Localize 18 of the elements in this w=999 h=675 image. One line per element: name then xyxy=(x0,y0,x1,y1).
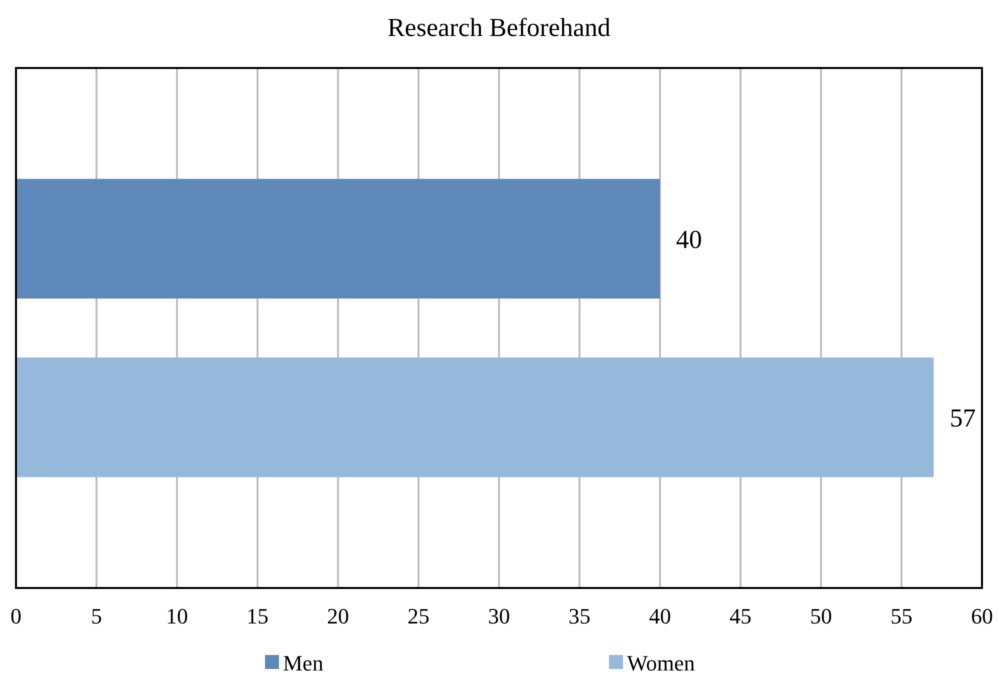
chart-title: Research Beforehand xyxy=(387,13,611,42)
x-tick-label: 25 xyxy=(408,604,430,629)
x-tick-label: 20 xyxy=(327,604,349,629)
data-label: 40 xyxy=(676,224,702,254)
x-tick-label: 35 xyxy=(568,604,590,629)
x-tick-label: 30 xyxy=(488,604,510,629)
x-tick-label: 45 xyxy=(730,604,752,629)
x-tick-label: 0 xyxy=(10,604,22,629)
x-tick-label: 5 xyxy=(91,604,102,629)
x-tick-label: 10 xyxy=(166,604,188,629)
x-tick-label: 50 xyxy=(810,604,832,629)
legend-label: Women xyxy=(627,650,695,675)
x-tick-label: 60 xyxy=(971,604,993,629)
x-tick-label: 40 xyxy=(649,604,671,629)
x-tick-label: 15 xyxy=(246,604,268,629)
x-tick-label: 55 xyxy=(890,604,912,629)
legend-label: Men xyxy=(283,650,324,675)
data-label: 57 xyxy=(950,403,976,432)
